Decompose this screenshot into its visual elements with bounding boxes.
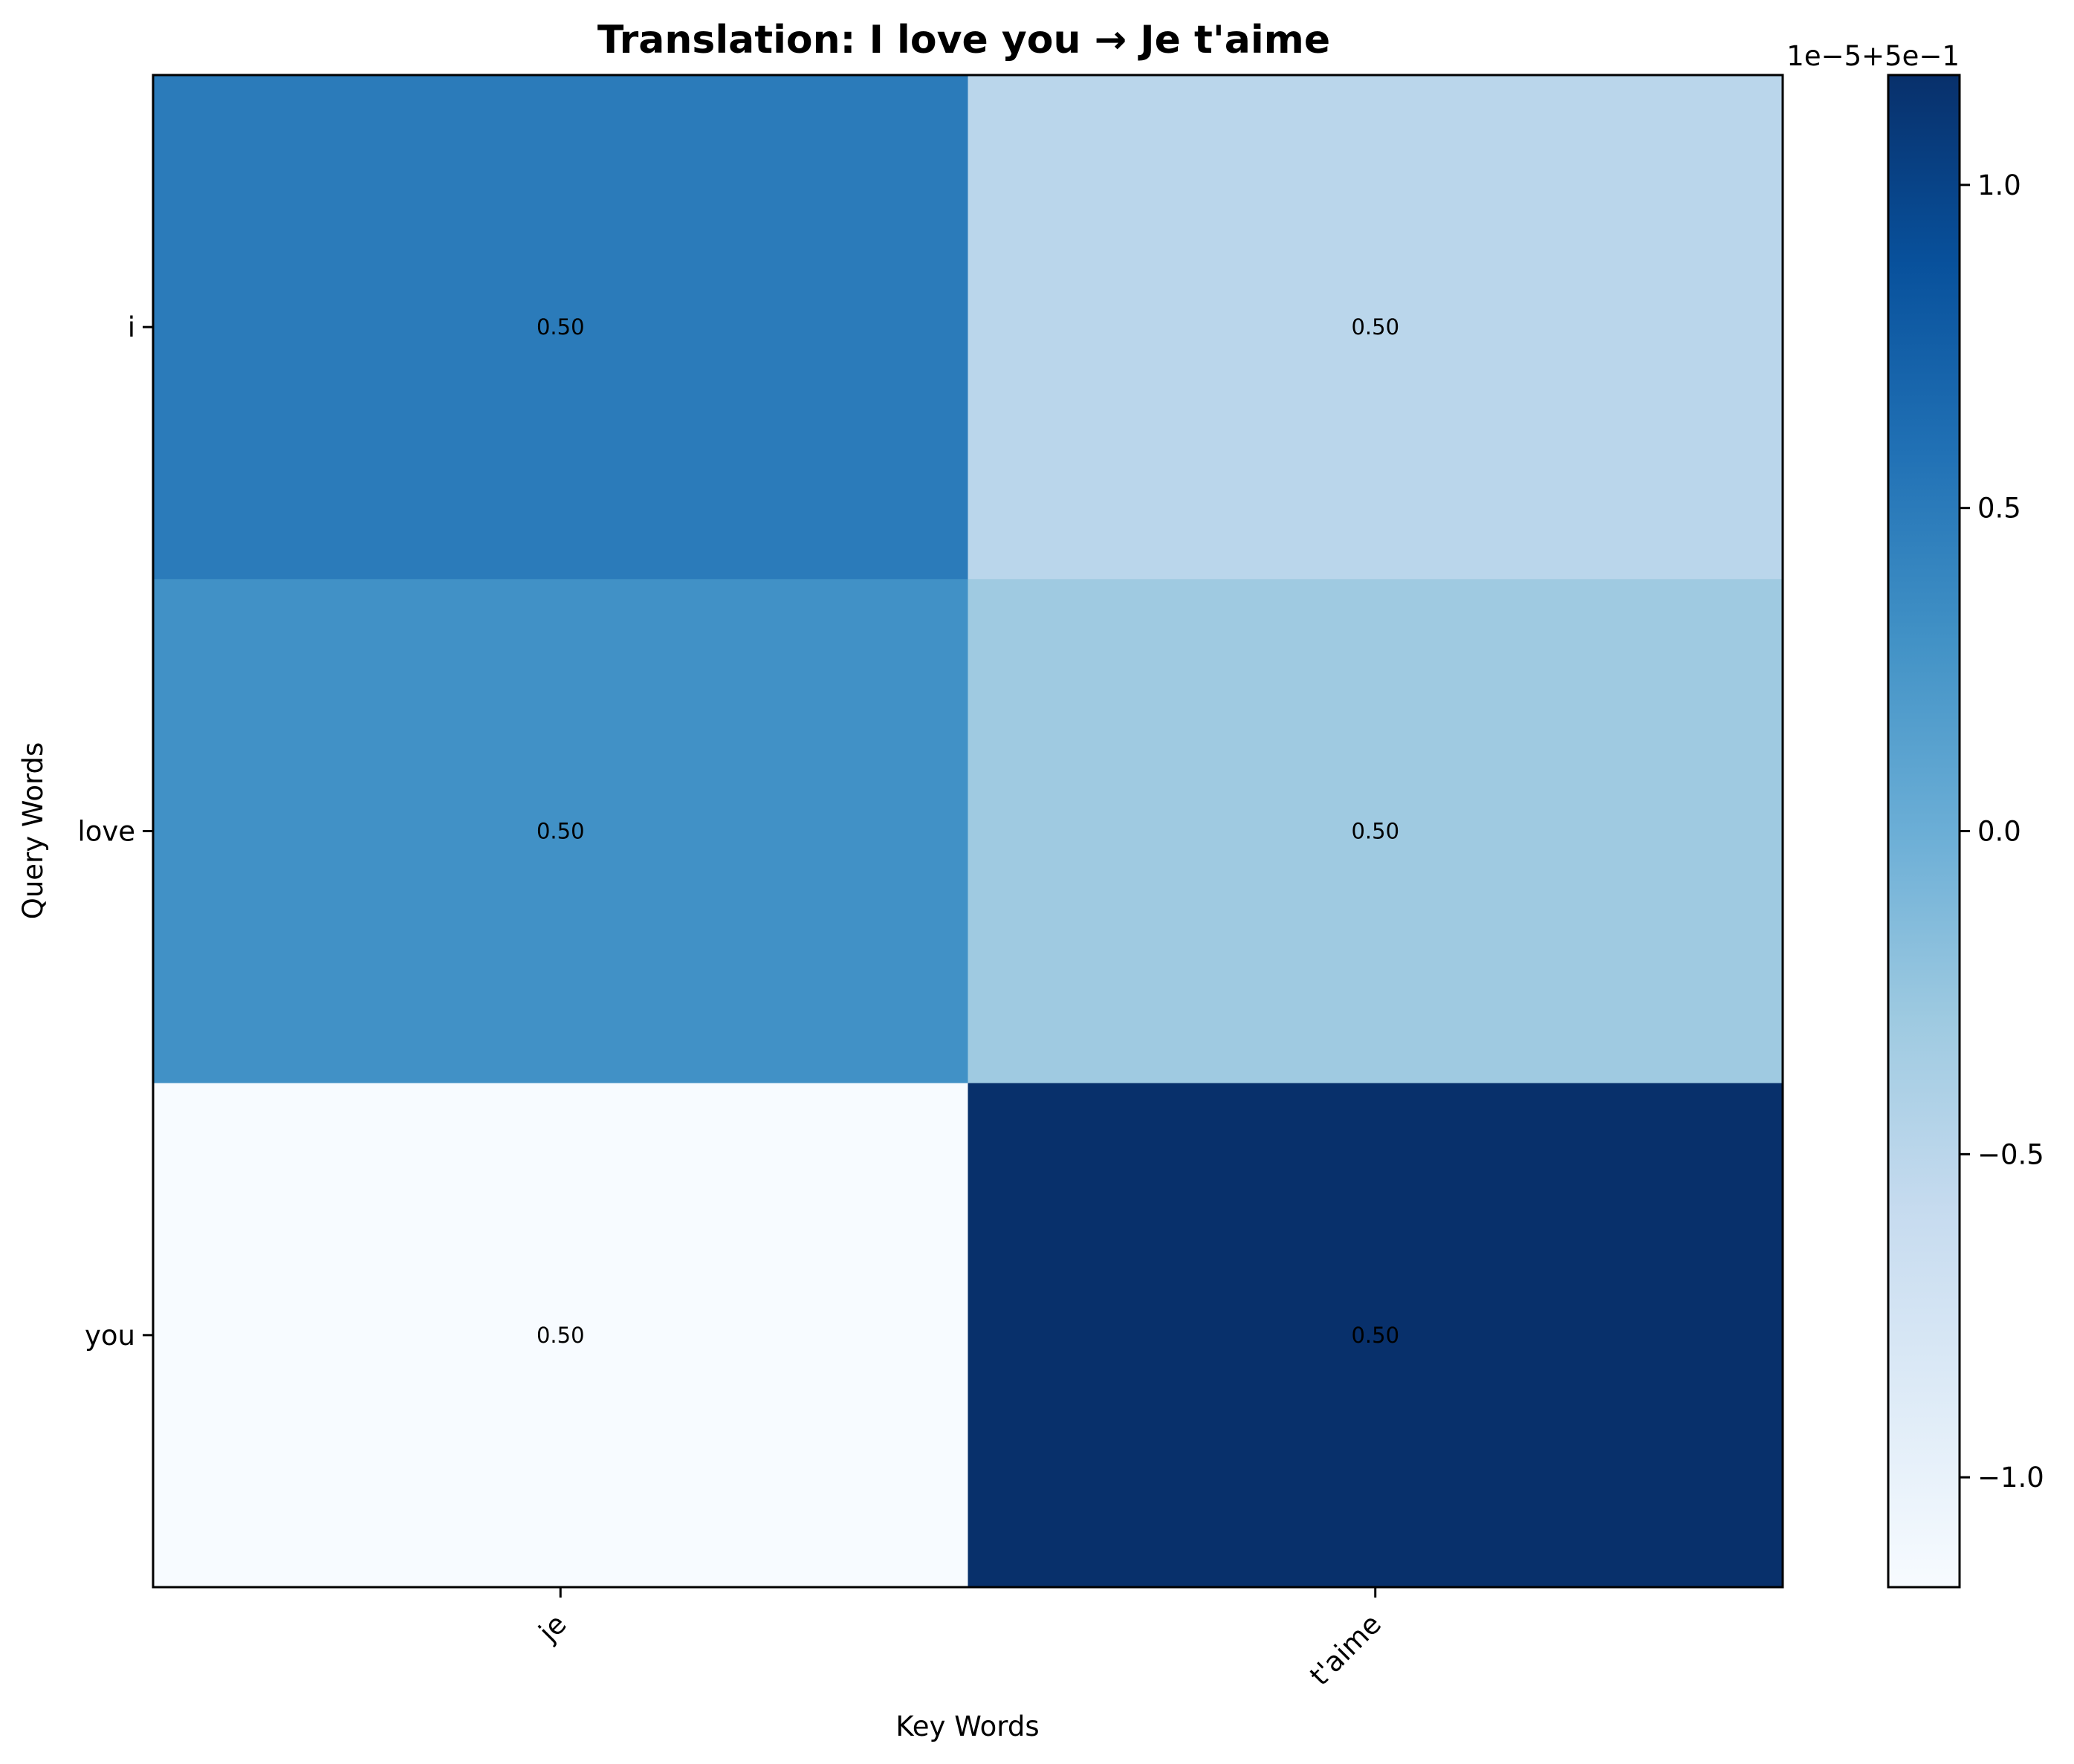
x-tick-label: je: [532, 1608, 572, 1648]
cell-value-label: 0.50: [1351, 314, 1399, 340]
heatmap-cell: [153, 75, 968, 580]
x-tick-label: t'aime: [1303, 1608, 1387, 1692]
cell-value-label: 0.50: [537, 1323, 585, 1348]
cell-value-label: 0.50: [537, 314, 585, 340]
y-tick-label: you: [85, 1320, 135, 1352]
heatmap-cell: [968, 1083, 1783, 1588]
cell-value-label: 0.50: [1351, 819, 1399, 844]
cell-value-label: 0.50: [1351, 1323, 1399, 1348]
heatmap-cell: [968, 75, 1783, 580]
colorbar-tick-label: 0.5: [1977, 493, 2021, 525]
colorbar-tick-label: −0.5: [1977, 1138, 2044, 1170]
colorbar-tick-label: 0.0: [1977, 816, 2021, 848]
y-axis-ticks: i love you: [77, 311, 153, 1352]
colorbar-offset-text: 1e−5+5e−1: [1786, 40, 1960, 72]
colorbar-tick-label: 1.0: [1977, 169, 2021, 201]
heatmap-cell: [153, 579, 968, 1084]
colorbar: [1887, 74, 1961, 1589]
chart-title: Translation: I love you → Je t'aime: [597, 18, 1330, 62]
y-tick-label: love: [77, 816, 135, 848]
heatmap-cell: [153, 1083, 968, 1588]
colorbar-ticks: 1.0 0.5 0.0 −0.5 −1.0: [1960, 169, 2044, 1494]
heatmap-cell: [968, 579, 1783, 1084]
heatmap-cell-labels: 0.50 0.50 0.50 0.50 0.50 0.50: [537, 314, 1399, 1348]
y-axis-label: Query Words: [17, 742, 49, 920]
x-axis-ticks: je t'aime: [532, 1587, 1387, 1692]
heatmap-cells: [153, 75, 1783, 1588]
x-axis-label: Key Words: [895, 1711, 1039, 1742]
y-tick-label: i: [128, 311, 135, 343]
colorbar-tick-label: −1.0: [1977, 1462, 2044, 1494]
cell-value-label: 0.50: [537, 819, 585, 844]
